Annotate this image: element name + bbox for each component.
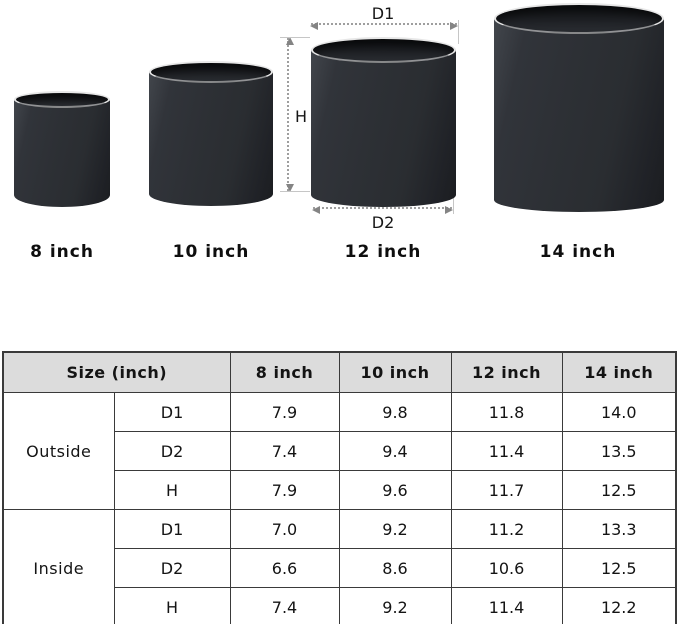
arrow-down-icon (286, 184, 294, 192)
dim-cell: H (113, 587, 231, 624)
extension-line (280, 191, 310, 192)
dim-label-d2: D2 (371, 213, 395, 232)
pot-8-inch (14, 91, 110, 207)
pot-size-label-12: 12 inch (344, 242, 422, 262)
table-row: Outside D1 7.9 9.8 11.8 14.0 (2, 392, 677, 510)
pot-rim (149, 61, 273, 83)
value-cell: 11.7 (450, 470, 563, 510)
value-cell: 7.4 (229, 587, 340, 624)
value-cell: 9.4 (338, 431, 452, 471)
pot-size-label-10: 10 inch (172, 242, 250, 262)
table-row: H 7.4 9.2 11.4 12.2 (3, 587, 677, 624)
value-cell: 9.2 (338, 509, 452, 549)
table-header-row: Size (inch) 8 inch 10 inch 12 inch 14 in… (2, 351, 677, 393)
dim-arrow-h (286, 37, 294, 192)
size-table: Size (inch) 8 inch 10 inch 12 inch 14 in… (2, 351, 677, 624)
pot-rim (494, 3, 664, 34)
dim-arrow-d2 (312, 206, 453, 214)
pot-10-inch (149, 61, 273, 206)
col-header-12-inch: 12 inch (450, 351, 563, 393)
pot-rim (311, 37, 456, 63)
arrow-right-icon (445, 206, 453, 214)
value-cell: 9.6 (338, 470, 452, 510)
value-cell: 13.3 (561, 509, 677, 549)
arrow-up-icon (286, 37, 294, 45)
table-row: Inside D1 7.0 9.2 11.2 13.3 (2, 509, 677, 624)
value-cell: 13.5 (561, 431, 677, 471)
value-cell: 11.2 (450, 509, 563, 549)
dim-cell: D1 (113, 392, 231, 432)
pot-body (494, 18, 664, 212)
arrow-left-icon (310, 22, 318, 30)
col-header-8-inch: 8 inch (229, 351, 340, 393)
value-cell: 7.0 (229, 509, 340, 549)
group-label-inside: Inside (2, 509, 115, 624)
pot-body (14, 99, 110, 207)
value-cell: 12.5 (561, 548, 677, 588)
dim-label-d1: D1 (371, 4, 395, 23)
dim-arrow-d1 (310, 22, 458, 30)
pot-12-inch (311, 37, 456, 207)
dim-cell: D2 (113, 431, 231, 471)
value-cell: 12.2 (561, 587, 677, 624)
table-row: H 7.9 9.6 11.7 12.5 (3, 470, 677, 510)
group-label-outside: Outside (2, 392, 115, 510)
value-cell: 9.8 (338, 392, 452, 432)
value-cell: 11.8 (450, 392, 563, 432)
pot-body (311, 50, 456, 207)
value-cell: 12.5 (561, 470, 677, 510)
value-cell: 14.0 (561, 392, 677, 432)
table-row: D2 7.4 9.4 11.4 13.5 (3, 431, 677, 471)
pot-size-label-8: 8 inch (30, 242, 94, 262)
size-header-cell: Size (inch) (2, 351, 231, 393)
col-header-10-inch: 10 inch (338, 351, 452, 393)
dim-label-h: H (295, 107, 308, 126)
extension-line (458, 20, 459, 44)
pot-rim (14, 91, 110, 108)
col-header-14-inch: 14 inch (561, 351, 677, 393)
value-cell: 11.4 (450, 431, 563, 471)
value-cell: 7.4 (229, 431, 340, 471)
dim-cell: D2 (113, 548, 231, 588)
value-cell: 11.4 (450, 587, 563, 624)
value-cell: 8.6 (338, 548, 452, 588)
value-cell: 9.2 (338, 587, 452, 624)
extension-line (453, 194, 454, 214)
arrow-right-icon (450, 22, 458, 30)
value-cell: 7.9 (229, 470, 340, 510)
table-row: D2 6.6 8.6 10.6 12.5 (3, 548, 677, 588)
arrow-left-icon (312, 206, 320, 214)
dim-cell: D1 (113, 509, 231, 549)
pot-14-inch (494, 3, 664, 212)
extension-line (280, 37, 310, 38)
value-cell: 6.6 (229, 548, 340, 588)
value-cell: 10.6 (450, 548, 563, 588)
value-cell: 7.9 (229, 392, 340, 432)
dim-cell: H (113, 470, 231, 510)
pot-body (149, 72, 273, 206)
pot-size-label-14: 14 inch (539, 242, 617, 262)
